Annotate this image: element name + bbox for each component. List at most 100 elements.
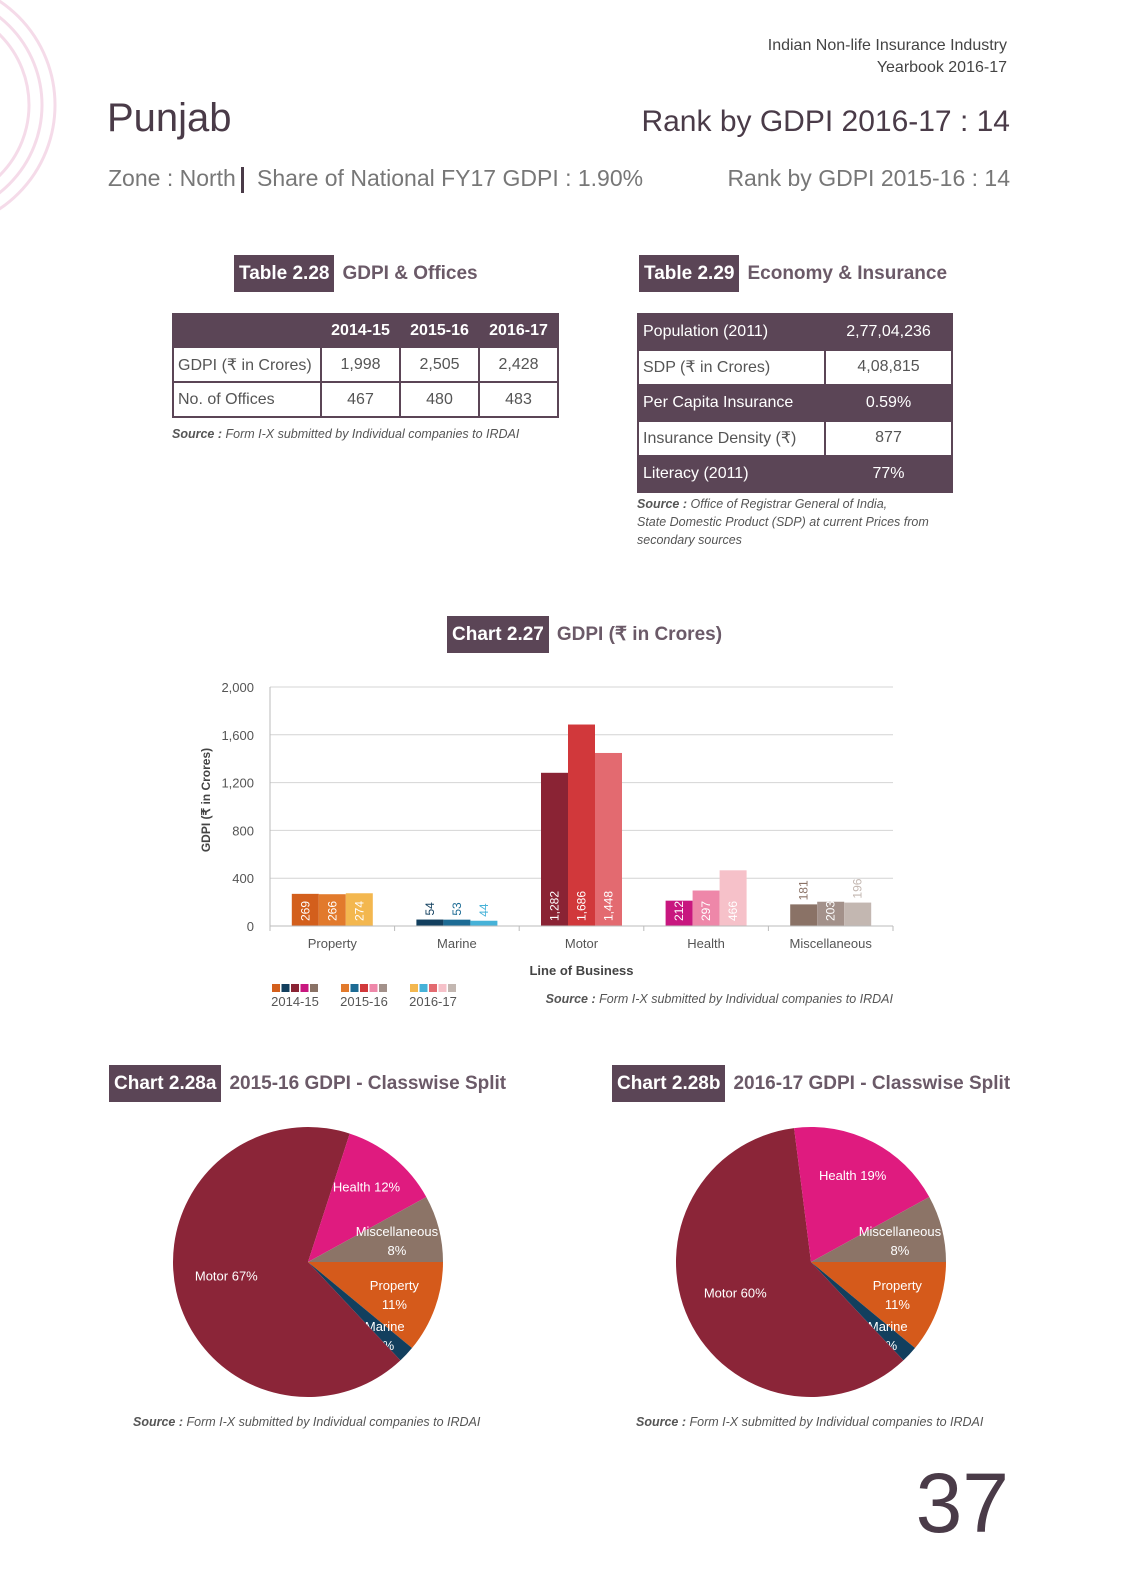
heading-label: Chart 2.27 (447, 616, 549, 653)
table-cell: Insurance Density (₹) (637, 419, 826, 457)
bar (568, 724, 595, 926)
heading-title: 2016-17 GDPI - Classwise Split (733, 1072, 1011, 1094)
heading: Chart 2.28a 2015-16 GDPI - Classwise Spli… (109, 1065, 506, 1102)
y-tick-label: 1,600 (221, 728, 254, 743)
x-tick-label: Motor (565, 936, 599, 951)
table-cell: 2,505 (399, 346, 480, 383)
slice-category: Miscellaneous (356, 1224, 439, 1239)
y-tick-label: 2,000 (221, 680, 254, 695)
value-label: 297 (699, 901, 713, 921)
slice-category: Marine (868, 1319, 908, 1334)
slice-label: Health 19% (819, 1168, 887, 1183)
slice-label: Health 12% (333, 1179, 401, 1194)
value-label: 44 (477, 903, 491, 917)
table-cell: 877 (824, 419, 953, 457)
legend-swatch (272, 984, 280, 992)
legend-swatch (291, 984, 299, 992)
legend-swatch (281, 984, 290, 992)
rank-current: Rank by GDPI 2016-17 : 14 (641, 105, 1010, 138)
legend-swatch (360, 984, 368, 992)
publication-header: Indian Non-life Insurance Industry Yearb… (768, 35, 1007, 79)
slice-value: 11% (885, 1297, 910, 1312)
heading-title: Economy & Insurance (747, 262, 948, 284)
slice-category: Health (819, 1168, 857, 1183)
slice-value: 60% (741, 1286, 767, 1301)
heading-title: 2015-16 GDPI - Classwise Split (229, 1072, 507, 1094)
source-text: Form I-X submitted by Individual compani… (225, 427, 520, 441)
value-label: 466 (726, 901, 740, 921)
bar (470, 920, 498, 926)
slice-value: 11% (382, 1297, 407, 1312)
bar (345, 893, 373, 926)
value-label: 53 (450, 902, 464, 916)
source-line: secondary sources (637, 531, 929, 549)
source: Source : Form I-X submitted by Individua… (172, 425, 519, 443)
table-cell: 77% (824, 455, 953, 493)
source-label: Source : (133, 1415, 184, 1429)
slice-value: 8% (891, 1243, 910, 1258)
legend-swatch (448, 984, 456, 992)
header-row: 2014-15 2015-16 2016-17 (172, 313, 559, 348)
zone: Zone : North (108, 165, 236, 191)
table-cell: SDP (₹ in Crores) (637, 348, 826, 386)
x-axis-title: Line of Business (529, 963, 633, 978)
value-label: 269 (298, 901, 312, 921)
legend-label: 2014-15 (271, 994, 319, 1009)
heading: Table 2.29 Economy & Insurance (639, 255, 947, 292)
heading: Chart 2.28b 2016-17 GDPI - Classwise Spli… (612, 1065, 1010, 1102)
bar (817, 901, 845, 926)
legend-label: 2016-17 (409, 994, 457, 1009)
heading-title: GDPI (₹ in Crores) (556, 624, 723, 645)
legend-swatch (350, 984, 359, 992)
y-tick-label: 400 (232, 871, 254, 886)
table-row: GDPI (₹ in Crores) 1,998 2,505 2,428 (172, 346, 559, 383)
state-name: Punjab (107, 96, 232, 140)
source-label: Source : (172, 427, 223, 441)
slice-category: Miscellaneous (859, 1224, 942, 1239)
page-number: 37 (915, 1456, 1009, 1550)
table-cell: Population (2011) (637, 313, 826, 351)
slice-category: Motor (704, 1286, 738, 1301)
table-cell: Literacy (2011) (637, 455, 826, 493)
pie-slice (811, 1262, 946, 1349)
table-cell: 1,998 (320, 346, 401, 383)
table-cell: 2,77,04,236 (824, 313, 953, 351)
heading-label: Table 2.29 (639, 255, 740, 292)
slice-category: Property (873, 1278, 923, 1293)
pie-slice (308, 1262, 443, 1349)
source: Source : Office of Registrar General of … (637, 495, 929, 549)
y-axis-title: GDPI (₹ in Crores) (199, 748, 213, 852)
slice-label: Miscellaneous 8% (356, 1224, 439, 1258)
slice-label: Motor 67% (195, 1268, 258, 1283)
slice-label: Property 11% (873, 1278, 923, 1312)
bar (692, 890, 720, 926)
value-label: 274 (352, 901, 366, 921)
legend-swatch (310, 984, 318, 992)
legend-swatch (341, 984, 349, 992)
source-line: Source : Form I-X submitted by Individua… (172, 425, 519, 443)
source: Source : Form I-X submitted by Individua… (133, 1413, 480, 1431)
slice-label: Motor 60% (704, 1286, 767, 1301)
source-label: Source : (545, 992, 596, 1006)
legend-swatch (419, 984, 428, 992)
legend-swatch (369, 984, 378, 992)
slice-label: Property 11% (370, 1278, 420, 1312)
gdpi-share: Share of National FY17 GDPI : 1.90% (257, 165, 644, 191)
heading-title: GDPI & Offices (342, 262, 478, 284)
source-text: Form I-X submitted by Individual compani… (599, 992, 893, 1006)
table-row: No. of Offices 467 480 483 (172, 381, 559, 418)
bar (416, 919, 444, 926)
x-tick-label: Marine (437, 936, 477, 951)
table-row: SDP (₹ in Crores) 4,08,815 (637, 348, 953, 386)
pie-slice (811, 1262, 916, 1361)
header-cell: 2015-16 (399, 313, 480, 348)
y-tick-label: 800 (232, 823, 254, 838)
slice-category: Motor (195, 1268, 229, 1283)
table-row: Population (2011) 2,77,04,236 (637, 313, 953, 351)
slice-value: 12% (374, 1179, 400, 1194)
source-text: secondary sources (637, 533, 742, 547)
pie-slice (794, 1127, 930, 1262)
value-label: 212 (672, 901, 686, 921)
table-cell: Per Capita Insurance (637, 384, 826, 422)
